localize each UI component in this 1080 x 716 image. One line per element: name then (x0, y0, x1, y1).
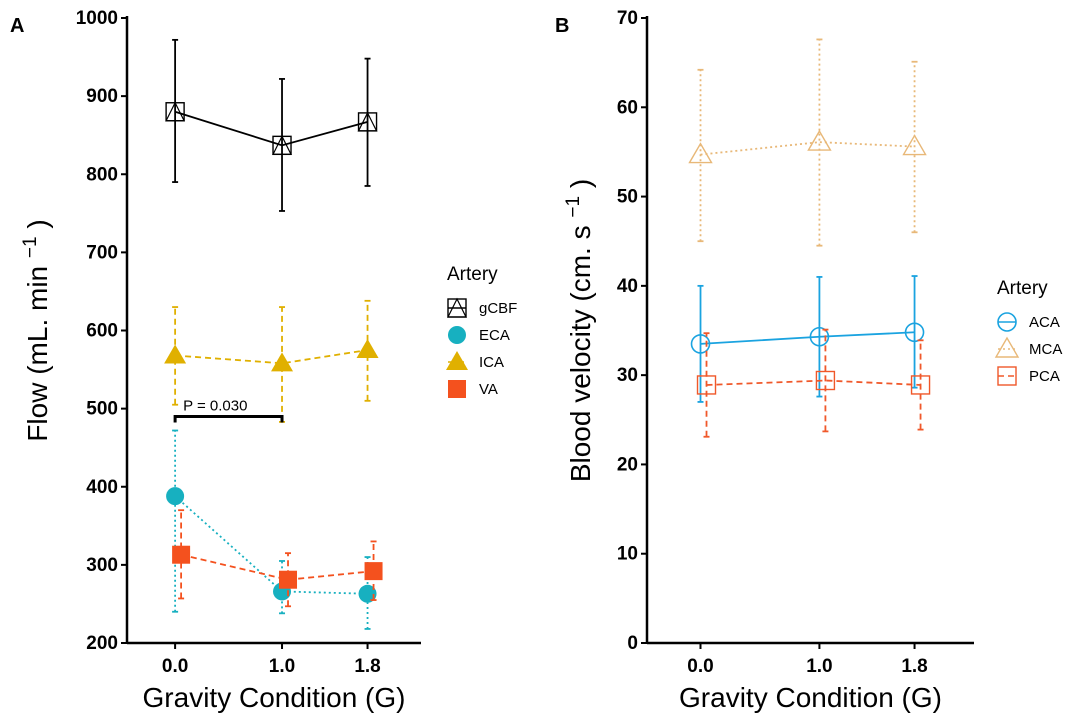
y-tick-label: 70 (617, 8, 638, 29)
series-line (706, 379, 921, 386)
x-tick-label: 1.8 (354, 656, 380, 677)
legend: Artery gCBF ECA ICA VA (446, 264, 517, 398)
data-point (364, 562, 383, 581)
legend-label: VA (479, 381, 498, 398)
legend-key-marker (447, 297, 467, 318)
x-tick-label: 0.0 (687, 656, 713, 677)
panel-letter: B (555, 15, 569, 37)
series-line (700, 141, 915, 156)
data-point (358, 584, 377, 603)
data-point (271, 352, 294, 372)
data-point (164, 344, 187, 364)
y-tick-label: 1000 (76, 8, 118, 29)
data-point-triangle (272, 135, 292, 155)
legend-title: Artery (997, 278, 1048, 299)
legend-key-marker-triangle (447, 297, 467, 318)
series-ica (164, 299, 379, 423)
data-point (696, 375, 717, 395)
y-axis-title: Blood velocity (cm. s −1 ) (563, 179, 596, 482)
data-point (172, 545, 191, 564)
y-axis-title: Flow (mL. min −1 ) (20, 219, 53, 441)
y-tick-label: 300 (86, 555, 118, 576)
legend-label: ICA (479, 354, 504, 371)
data-point-triangle (357, 111, 378, 132)
data-point (910, 375, 931, 395)
y-tick-label: 400 (86, 477, 118, 498)
y-tick-label: 10 (617, 544, 638, 565)
data-point (904, 322, 925, 343)
legend-label: ECA (479, 327, 510, 344)
data-point (815, 370, 836, 391)
y-tick-label: 40 (617, 276, 638, 297)
data-point (688, 142, 713, 164)
legend: Artery ACA MCA PCA (994, 278, 1062, 386)
y-tick-label: 20 (617, 454, 638, 475)
data-point (166, 487, 185, 506)
series-va (172, 509, 383, 608)
data-point (357, 111, 378, 132)
data-point (809, 326, 830, 347)
legend-label: gCBF (479, 300, 517, 317)
x-tick-label: 1.0 (806, 656, 832, 677)
series-line (700, 331, 915, 345)
series-mca (688, 38, 927, 247)
legend-key-marker (997, 312, 1017, 332)
panel-letter: A (10, 15, 24, 37)
series-gcbf (165, 38, 378, 212)
bracket-line (173, 414, 284, 423)
y-tick-label: 50 (617, 187, 638, 208)
legend-key-marker (994, 336, 1020, 358)
y-tick-label: 60 (617, 97, 638, 118)
p-value-label: P = 0.030 (183, 397, 247, 414)
data-point-triangle (165, 101, 186, 122)
significance-bracket: P = 0.030 (173, 397, 284, 423)
legend-key-marker (997, 366, 1017, 386)
data-point (272, 135, 292, 156)
data-point (279, 570, 298, 589)
x-axis-title: Gravity Condition (G) (679, 682, 942, 713)
y-tick-label: 700 (86, 242, 118, 263)
y-tick-label: 0 (627, 633, 638, 654)
series-line (175, 349, 368, 365)
series-eca (166, 429, 377, 630)
y-tick-label: 600 (86, 321, 118, 342)
series-line (174, 495, 368, 595)
series-aca (690, 275, 925, 403)
x-tick-label: 1.0 (269, 656, 295, 677)
y-tick-label: 30 (617, 365, 638, 386)
y-tick-label: 900 (86, 86, 118, 107)
data-point (690, 334, 711, 354)
x-axis-title: Gravity Condition (G) (143, 682, 406, 713)
y-tick-label: 500 (86, 399, 118, 420)
legend-key-marker (448, 380, 466, 398)
data-point (807, 129, 832, 151)
legend-key-marker (446, 351, 468, 370)
y-tick-label: 200 (86, 633, 118, 654)
data-point (356, 339, 379, 359)
series-line (174, 110, 368, 147)
legend-label: MCA (1029, 341, 1062, 358)
legend-label: PCA (1029, 368, 1060, 385)
legend-key-marker (448, 326, 466, 344)
series-line (180, 553, 374, 581)
panel-b: B 0 10 20 30 40 50 60 70 0.0 1.0 1.8 Gravity Conditi… (555, 8, 1062, 713)
legend-label: ACA (1029, 314, 1060, 331)
data-point (165, 101, 186, 122)
x-tick-label: 1.8 (901, 656, 927, 677)
series-pca (696, 328, 931, 438)
legend-title: Artery (447, 264, 498, 285)
data-point (902, 134, 927, 156)
x-tick-label: 0.0 (162, 656, 188, 677)
y-tick-label: 800 (86, 164, 118, 185)
panel-a: A 200 300 400 500 600 700 800 900 1000 0.0 1.0 1.8 Gr… (10, 8, 517, 713)
